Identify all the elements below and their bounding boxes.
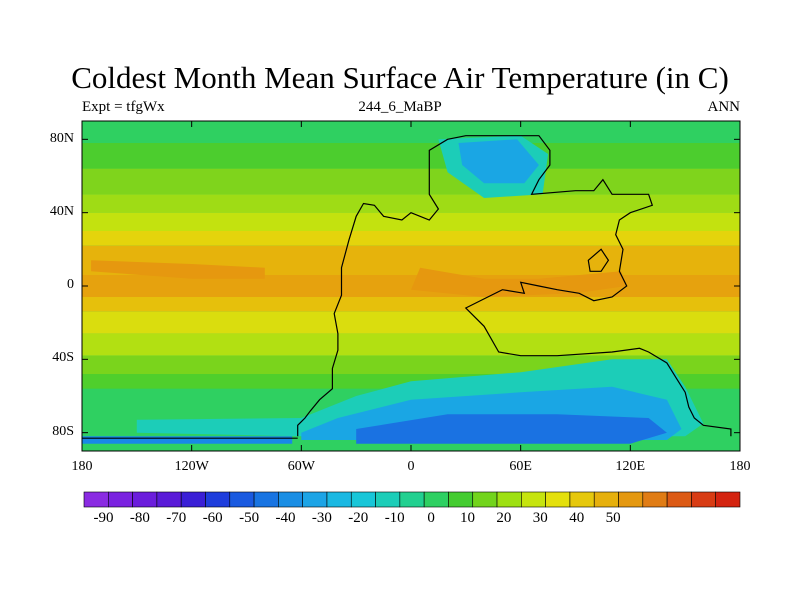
colorbar-label: 0 [427, 510, 435, 526]
colorbar-swatch [618, 491, 644, 508]
colorbar-label: -60 [202, 510, 223, 526]
chart-title: Coldest Month Mean Surface Air Temperatu… [71, 60, 729, 95]
lon-label-120w: 120W [174, 459, 209, 474]
colorbar-swatch [326, 491, 352, 508]
colorbar-swatch [107, 491, 133, 508]
temperature-region-2 [356, 414, 667, 444]
temperature-region-7 [91, 260, 265, 279]
lat-label-40n: 40N [49, 204, 74, 219]
subtitle-center: 244_6_MaBP [358, 99, 442, 115]
colorbar-swatch [399, 491, 425, 508]
colorbar-label: -40 [275, 510, 296, 526]
lon-label-60e: 60E [509, 459, 532, 474]
colorbar-swatch [569, 491, 595, 508]
colorbar-swatch [545, 491, 571, 508]
colorbar-label: -30 [311, 510, 332, 526]
colorbar-swatch [253, 491, 279, 508]
colorbar-label: -50 [239, 510, 260, 526]
colorbar-swatch [375, 491, 401, 508]
colorbar-swatch [423, 491, 449, 508]
colorbar-label: 40 [569, 510, 585, 526]
colorbar-swatch [642, 491, 668, 508]
temperature-band-4 [82, 231, 740, 246]
colorbar-swatch [302, 491, 328, 508]
lon-label-0: 0 [407, 459, 415, 474]
colorbar-swatch [691, 491, 717, 508]
colorbar-swatch [472, 491, 498, 508]
island-outline [587, 248, 610, 272]
colorbar-label: 10 [460, 510, 475, 526]
temperature-band-1 [82, 168, 740, 195]
lon-label-180e: 180 [729, 459, 751, 474]
temperature-band-8 [82, 311, 740, 334]
lon-label-180w: 180 [71, 459, 93, 474]
colorbar-label: -90 [93, 510, 114, 526]
colorbar-swatch [180, 491, 206, 508]
temperature-band-3 [82, 212, 740, 231]
colorbar-label: 20 [496, 510, 512, 526]
lat-label-80n: 80N [49, 131, 74, 146]
colorbar-swatch [278, 491, 303, 508]
colorbar-label: -20 [348, 510, 369, 526]
colorbar-swatch [496, 491, 522, 508]
temperature-band-0 [82, 143, 740, 169]
colorbar-label: 50 [605, 510, 621, 526]
temperature-region-6 [411, 267, 627, 297]
coastline [297, 135, 732, 437]
temperature-band-9 [82, 333, 740, 356]
temperature-band-2 [82, 194, 740, 213]
temperature-band-6 [82, 275, 740, 297]
colorbar-label: 30 [532, 510, 548, 526]
colorbar-swatch [715, 491, 741, 508]
lat-label-80s: 80S [52, 424, 74, 439]
temperature-region-3 [82, 436, 293, 444]
colorbar-swatch [593, 491, 619, 508]
lat-label-0: 0 [67, 277, 74, 292]
temperature-field [82, 121, 740, 451]
subtitle-right: ANN [707, 99, 741, 115]
colorbar-swatch [205, 491, 231, 508]
lon-label-60w: 60W [287, 459, 315, 474]
colorbar-label: -10 [384, 510, 405, 526]
temperature-region-5 [458, 139, 539, 184]
colorbar-swatch [132, 491, 158, 508]
axis-ticks [81, 121, 741, 451]
colorbar-swatch [229, 491, 255, 508]
lon-label-120e: 120E [615, 459, 646, 474]
colorbar-swatch [156, 491, 182, 508]
lat-label-40s: 40S [52, 350, 74, 365]
colorbar-label: -80 [129, 510, 150, 526]
colorbar-swatch [350, 491, 376, 508]
colorbar-swatch [521, 491, 546, 508]
temperature-band-7 [82, 297, 740, 312]
subtitle-left: Expt = tfgWx [82, 99, 165, 115]
colorbar-swatch [448, 491, 474, 508]
colorbar-swatch [83, 491, 109, 508]
colorbar [83, 491, 741, 508]
colorbar-label: -70 [166, 510, 187, 526]
colorbar-swatch [666, 491, 692, 508]
